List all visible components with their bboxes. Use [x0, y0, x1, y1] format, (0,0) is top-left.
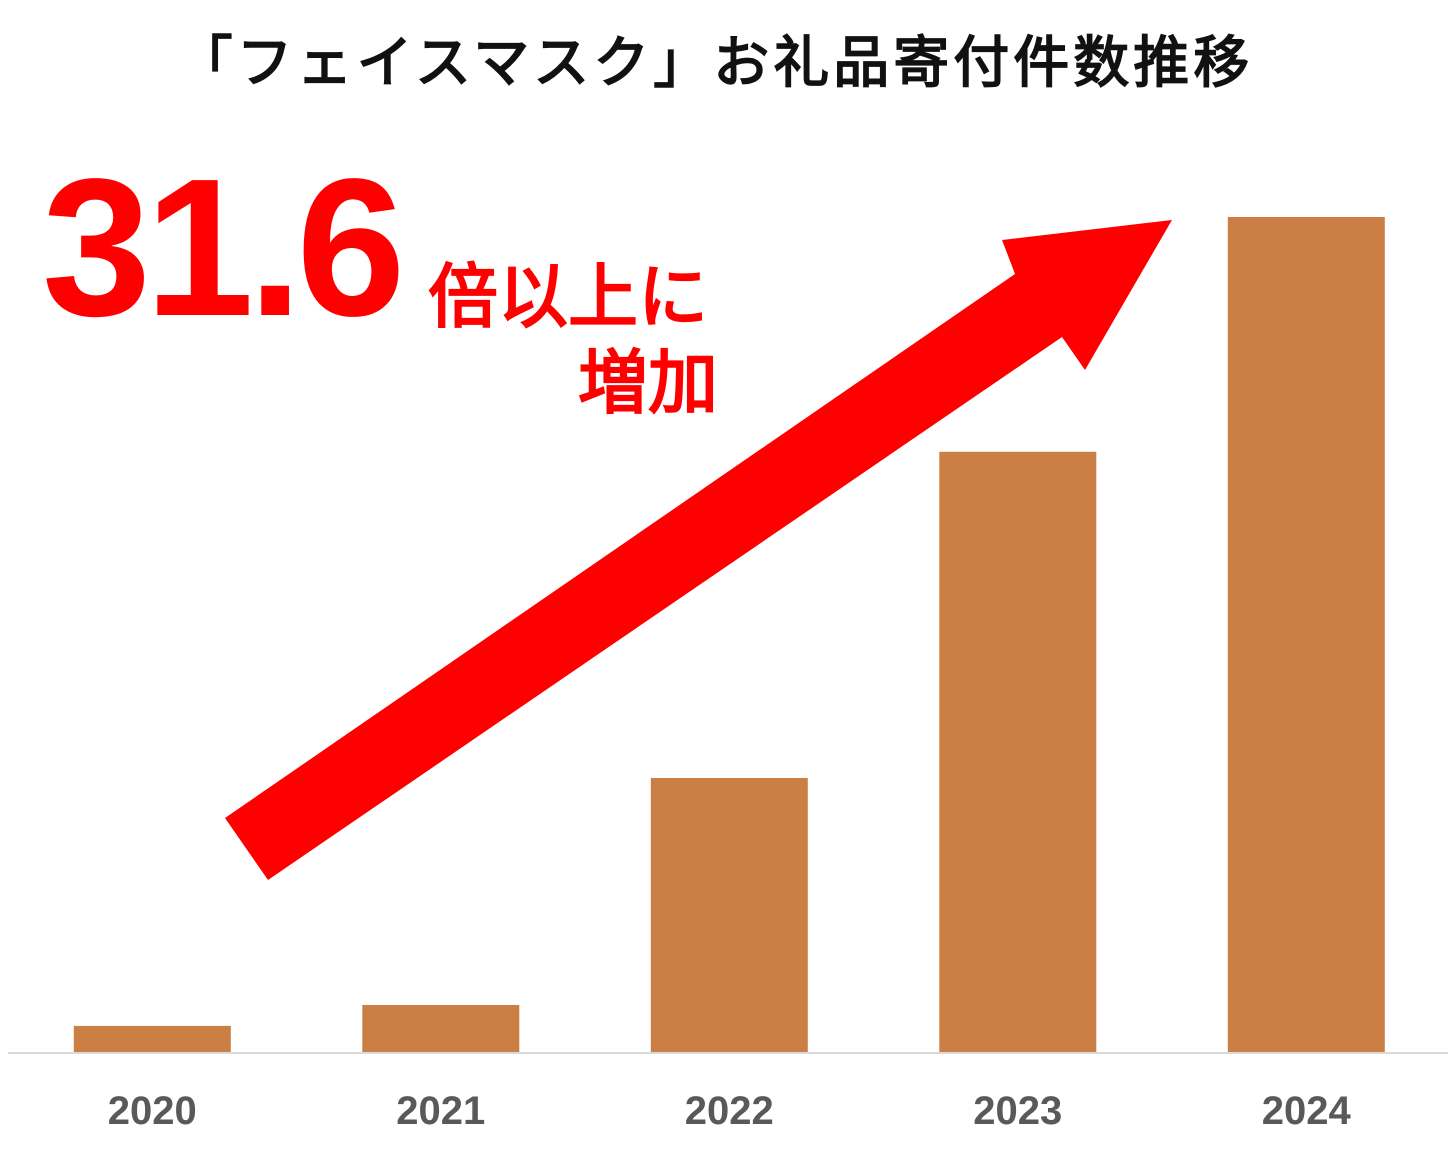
- bar-2022: [650, 778, 808, 1052]
- bar-2021: [362, 1005, 520, 1052]
- annotation-suffix: 倍以上に: [428, 256, 708, 338]
- x-tick-label-2021: 2021: [396, 1089, 485, 1133]
- bar-2020: [73, 1025, 231, 1052]
- x-tick-labels: 2020 2021 2022 2023 2024: [108, 1089, 1352, 1133]
- bar-2023: [939, 451, 1097, 1052]
- x-tick-label-2020: 2020: [108, 1089, 197, 1133]
- x-tick-label-2022: 2022: [685, 1089, 774, 1133]
- bars-group: [73, 217, 1385, 1052]
- annotation-increase: 増加: [578, 342, 718, 424]
- bar-2024: [1227, 217, 1385, 1052]
- chart-title: 「フェイスマスク」お礼品寄付件数推移: [176, 31, 1254, 96]
- x-tick-label-2023: 2023: [973, 1089, 1062, 1133]
- trend-arrow-icon: [225, 220, 1172, 880]
- annotation-multiplier: 31.6: [42, 138, 405, 357]
- x-tick-label-2024: 2024: [1262, 1089, 1352, 1133]
